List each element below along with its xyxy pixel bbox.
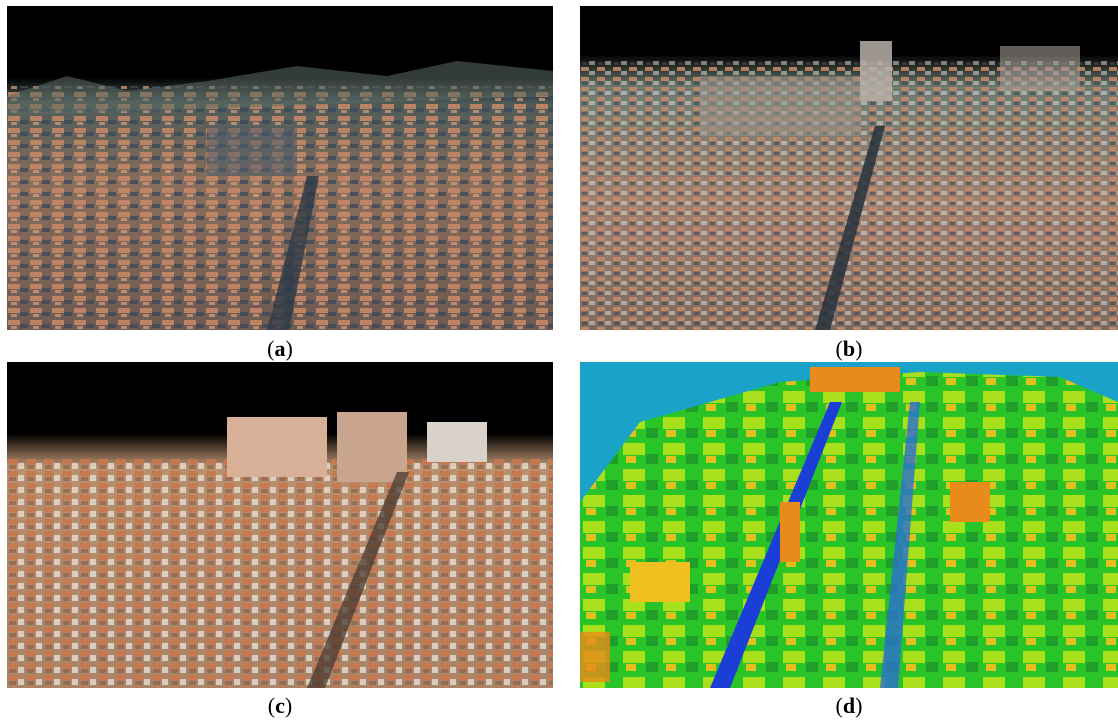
caption-c: (c) bbox=[267, 693, 293, 718]
panel-b-image bbox=[580, 6, 1118, 330]
caption-b: (b) bbox=[835, 336, 863, 361]
panel-c-image bbox=[7, 362, 553, 688]
caption-d: (d) bbox=[835, 693, 863, 718]
panel-d-image bbox=[580, 362, 1118, 688]
caption-a: (a) bbox=[267, 336, 293, 361]
panel-a-image bbox=[7, 6, 553, 330]
